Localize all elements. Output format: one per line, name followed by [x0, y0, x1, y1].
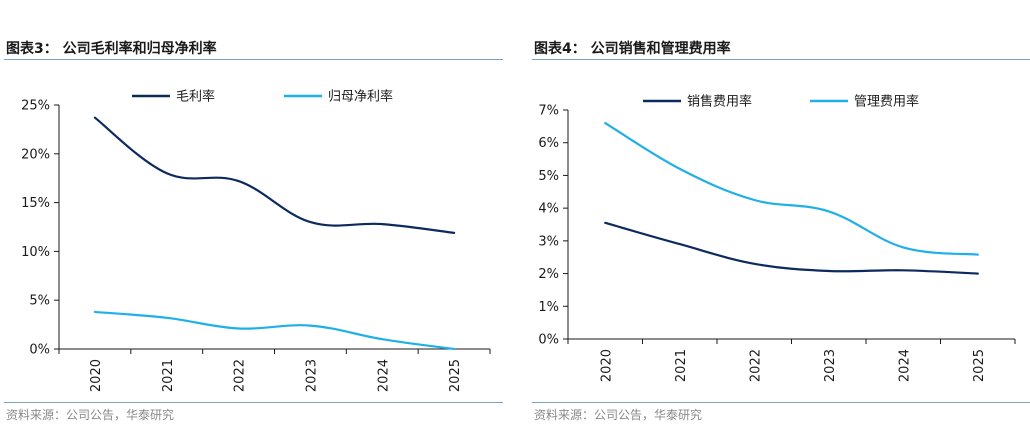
x-tick-label: 2023 — [304, 359, 319, 392]
y-tick-label: 15% — [21, 196, 50, 211]
chart-panel-margins: 图表3： 公司毛利率和归母净利率 0% 5% 10% 15% 20% 25% 2020 202… — [0, 0, 503, 428]
legend-label-1: 销售费用率 — [687, 94, 752, 110]
series-line-2 — [604, 121, 979, 256]
x-tick-label: 2025 — [448, 359, 463, 392]
chart-svg: 0% 1% 2% 3% 4% 5% 6% 7% 2020 2021 2022 2023 2024 2025… — [538, 94, 1016, 382]
y-tick-label: 7% — [538, 104, 559, 119]
chart-panel-expenses: 图表4： 公司销售和管理费用率 0% 1% 2% 3% 4% 5% 6% 7% 2020 2021… — [528, 0, 1030, 428]
title-divider — [532, 59, 1030, 60]
series-line-1 — [93, 116, 456, 234]
y-tick-label: 5% — [538, 169, 559, 184]
y-tick-label: 20% — [21, 147, 50, 162]
source-divider — [532, 402, 1030, 403]
legend-label-1: 毛利率 — [176, 89, 215, 105]
y-tick-label: 5% — [29, 294, 50, 309]
legend-label-2: 管理费用率 — [854, 94, 919, 110]
source-note: 资料来源：公司公告，华泰研究 — [6, 408, 175, 422]
y-tick-label: 0% — [538, 333, 559, 348]
chart-title: 图表3： 公司毛利率和归母净利率 — [6, 41, 217, 57]
source-note: 资料来源：公司公告，华泰研究 — [534, 408, 703, 422]
y-tick-label: 2% — [538, 267, 559, 282]
x-tick-label: 2022 — [233, 359, 248, 392]
title-divider — [4, 59, 503, 60]
x-tick-label: 2022 — [748, 349, 763, 382]
y-tick-label: 25% — [21, 99, 50, 114]
x-tick-label: 2021 — [674, 349, 689, 382]
y-tick-label: 0% — [29, 343, 50, 358]
chart-title: 图表4： 公司销售和管理费用率 — [534, 41, 731, 57]
y-tick-label: 3% — [538, 234, 559, 249]
x-tick-label: 2024 — [376, 359, 391, 392]
x-tick-label: 2023 — [823, 349, 838, 382]
x-tick-label: 2020 — [599, 349, 614, 382]
y-tick-label: 6% — [538, 136, 559, 151]
x-tick-label: 2021 — [161, 359, 176, 392]
y-tick-label: 1% — [538, 300, 559, 315]
chart-svg: 0% 5% 10% 15% 20% 25% 2020 2021 2022 2023 2024 2025… — [21, 89, 491, 392]
x-tick-label: 2020 — [89, 359, 104, 392]
source-divider — [4, 402, 503, 403]
y-tick-label: 4% — [538, 202, 559, 217]
series-line-2 — [93, 310, 456, 351]
legend-label-2: 归母净利率 — [328, 89, 393, 105]
x-tick-label: 2025 — [972, 349, 987, 382]
series-line-1 — [604, 221, 979, 275]
y-tick-label: 10% — [21, 245, 50, 260]
x-tick-label: 2024 — [897, 349, 912, 382]
